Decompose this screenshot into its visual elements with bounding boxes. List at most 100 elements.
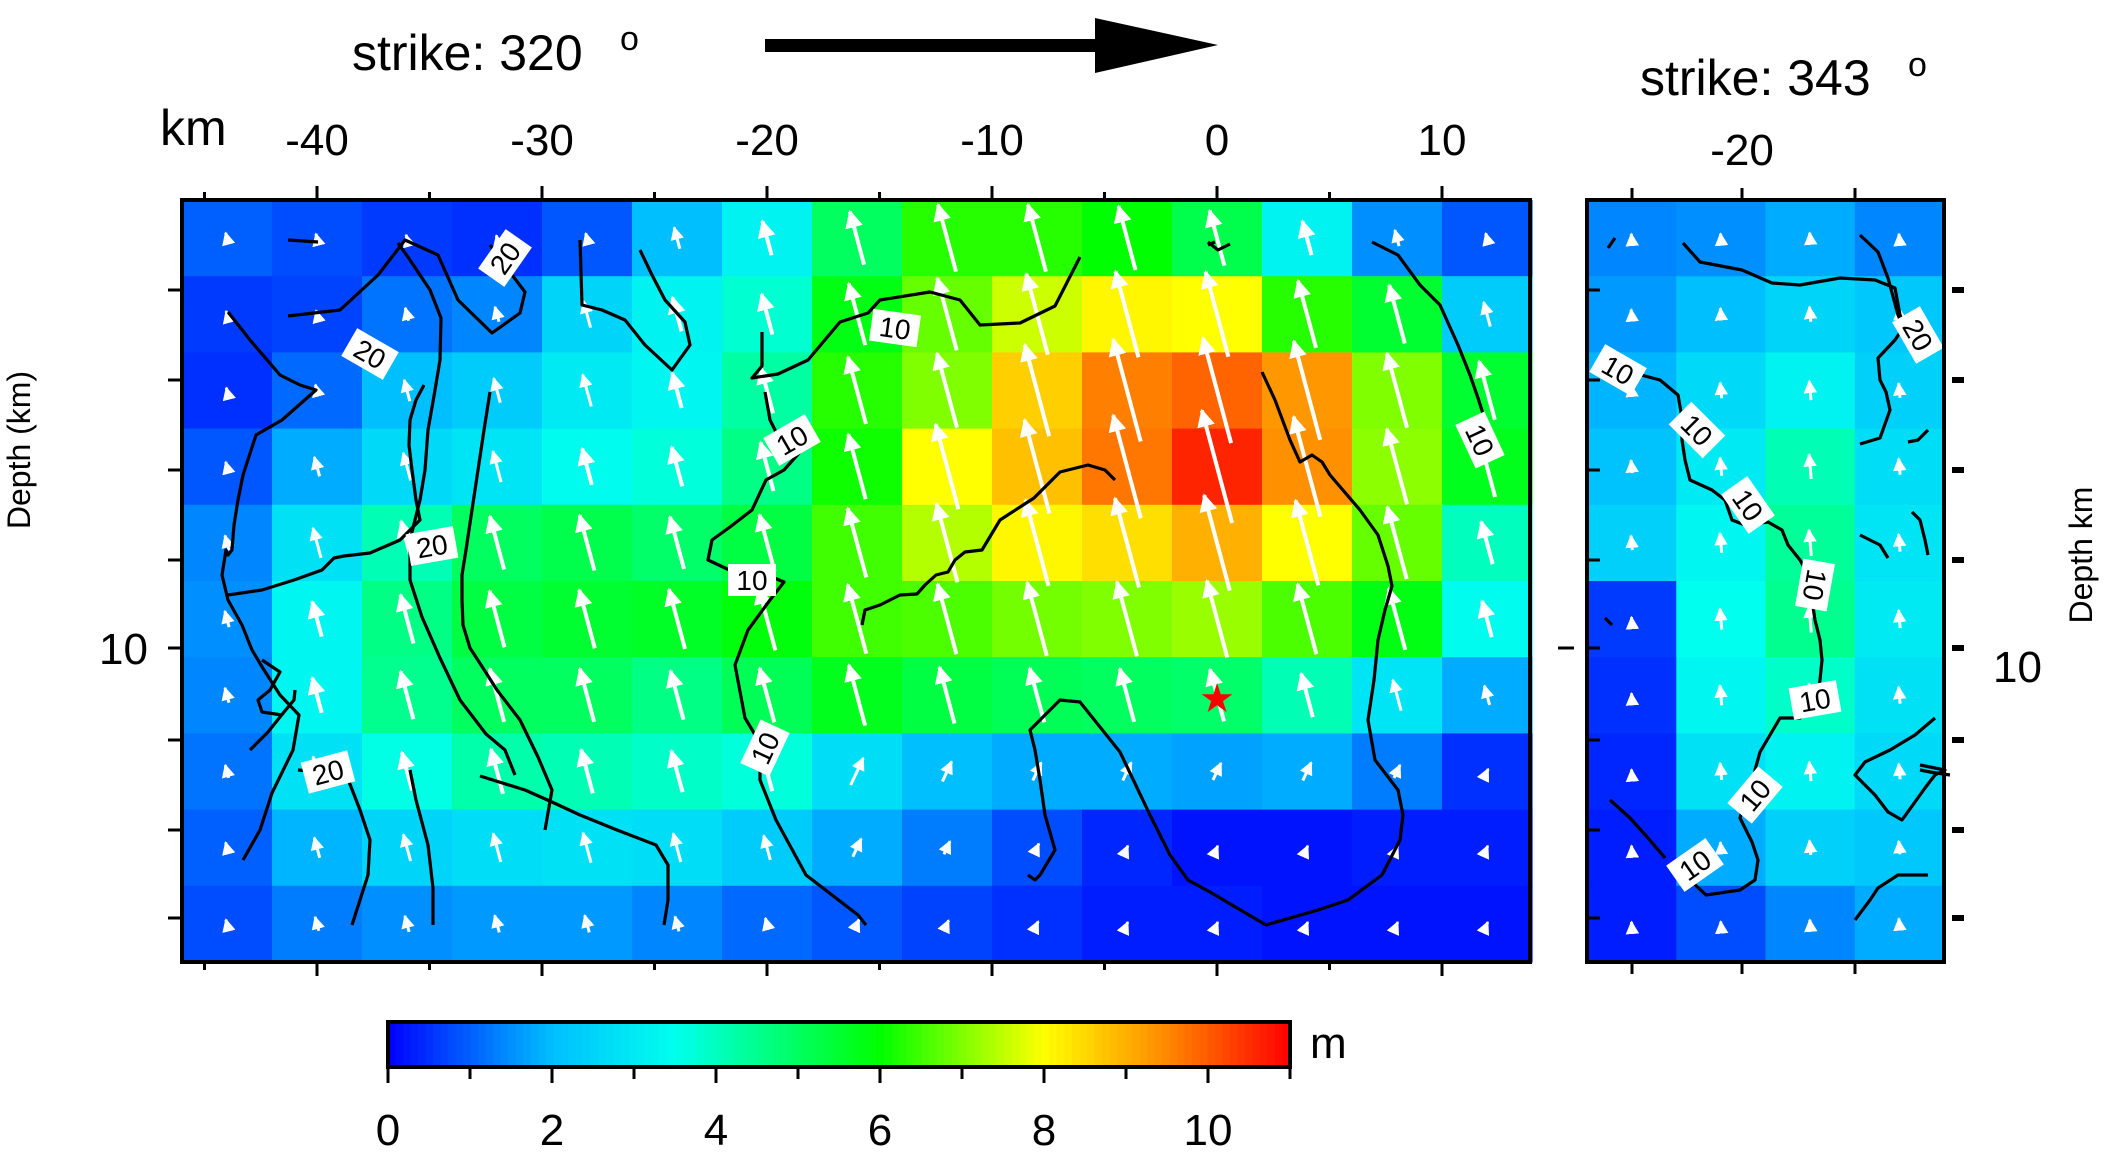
colorbar-segment: [906, 1022, 915, 1067]
colorbar-segment: [433, 1022, 442, 1067]
slip-vector: [1804, 918, 1818, 933]
slip-vector: [221, 763, 235, 779]
slip-vector: [1206, 920, 1220, 936]
colorbar-segment: [846, 1022, 855, 1067]
colorbar-segment: [1139, 1022, 1148, 1067]
x-tick-label: -30: [510, 116, 574, 165]
slip-vector: [1803, 231, 1818, 246]
contour-line: [1910, 510, 1930, 556]
contour-line: [1207, 240, 1216, 247]
colorbar-segment: [1049, 1022, 1058, 1067]
side-y-tick-labels: 10: [1993, 643, 2042, 692]
colorbar-segment: [395, 1022, 404, 1067]
slip-vector: [938, 839, 952, 856]
slip-vector: [582, 231, 596, 247]
slip-vector: [579, 831, 593, 863]
slip-vector: [1299, 761, 1313, 782]
colorbar-segment: [801, 1022, 810, 1067]
slip-vector: [485, 514, 507, 571]
slip-vector: [1019, 418, 1052, 515]
slip-vector: [1119, 761, 1133, 782]
colorbar-segment: [763, 1022, 772, 1067]
slip-vector: [1476, 920, 1490, 936]
slip-vector: [490, 376, 504, 404]
colorbar-segment: [1229, 1022, 1238, 1067]
slip-vector: [395, 592, 416, 645]
slip-vector: [666, 749, 685, 793]
y-tick-label: 10: [1993, 643, 2042, 692]
colorbar-segment: [718, 1022, 727, 1067]
slip-vector: [1389, 678, 1403, 712]
contour-line: [287, 238, 527, 335]
side-title: strike: 343 o: [1640, 46, 1927, 106]
slip-vector: [1384, 586, 1408, 651]
colorbar-segment: [1177, 1022, 1186, 1067]
colorbar-segment: [936, 1022, 945, 1067]
colorbar-segment: [1034, 1022, 1043, 1067]
contour-line: [408, 769, 435, 925]
slip-vector: [1022, 580, 1049, 657]
slip-vector: [1714, 456, 1728, 476]
colorbar-tick-label: 2: [540, 1106, 564, 1155]
colorbar-segment: [1214, 1022, 1223, 1067]
contour-line: [287, 238, 319, 244]
hypocenter-star-icon: ★: [1199, 677, 1235, 721]
colorbar-segment: [696, 1022, 705, 1067]
slip-vector: [1296, 844, 1310, 860]
slip-vector: [940, 760, 953, 783]
contour-line: [1681, 241, 1907, 446]
side-slip-grid: [1587, 200, 1945, 963]
colorbar-segment: [658, 1022, 667, 1067]
contour-line: [860, 463, 1117, 626]
colorbar-segment: [778, 1022, 787, 1067]
contour-label: 10: [869, 308, 921, 348]
colorbar-tick-label: 4: [704, 1106, 728, 1155]
colorbar-segment: [1072, 1022, 1081, 1067]
slip-vector: [577, 446, 596, 486]
slip-vector: [1202, 579, 1230, 658]
slip-vector: [1714, 531, 1728, 553]
colorbar-segment: [748, 1022, 757, 1067]
colorbar-segment: [636, 1022, 645, 1067]
slip-vector: [1481, 684, 1495, 706]
main-y-tick-labels: 10: [99, 625, 148, 674]
colorbar-segment: [1124, 1022, 1133, 1067]
slip-vector: [755, 440, 776, 492]
colorbar-segment: [1259, 1022, 1269, 1067]
main-contours: [220, 238, 1487, 927]
slip-vector: [1803, 604, 1817, 633]
slip-vector: [844, 281, 868, 346]
colorbar-segment: [553, 1022, 562, 1067]
slip-vector: [671, 915, 685, 932]
slip-vector: [1293, 582, 1319, 655]
colorbar-ticks: [386, 1067, 1292, 1083]
slip-vector: [221, 686, 235, 704]
colorbar-gradient: [388, 1022, 1291, 1067]
colorbar-segment: [560, 1022, 569, 1067]
slip-vector: [1115, 666, 1137, 723]
slip-vector: [1714, 761, 1728, 781]
slip-vector: [1474, 359, 1497, 421]
colorbar-segment: [388, 1022, 397, 1067]
colorbar-segment: [523, 1022, 532, 1067]
colorbar-segment: [1117, 1022, 1126, 1067]
contour-line: [1608, 798, 1667, 860]
x-tick-label: -20: [735, 116, 799, 165]
slip-vector: [754, 586, 778, 651]
slip-vector: [311, 915, 325, 932]
contour-line: [1599, 355, 1824, 897]
slip-vector: [222, 386, 236, 402]
colorbar-segment: [598, 1022, 607, 1067]
slip-vector: [1025, 666, 1047, 723]
slip-vector: [396, 669, 416, 720]
colorbar-segment: [568, 1022, 577, 1067]
slip-vector: [222, 231, 236, 247]
colorbar-segment: [1004, 1022, 1013, 1067]
colorbar-segment: [854, 1022, 863, 1067]
colorbar-segment: [613, 1022, 622, 1067]
slip-vector: [1205, 667, 1226, 722]
colorbar-segment: [448, 1022, 457, 1067]
colorbar-tick-label: 6: [868, 1106, 892, 1155]
